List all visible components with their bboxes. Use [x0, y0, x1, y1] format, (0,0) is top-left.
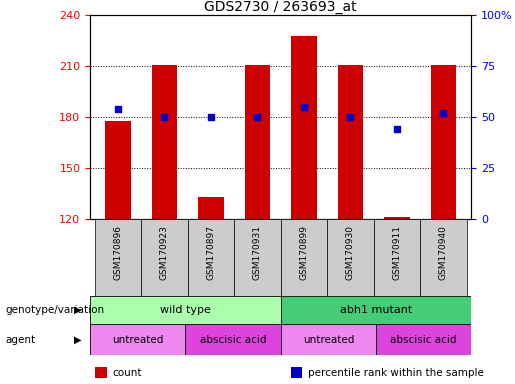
Bar [234, 219, 281, 296]
Bar [420, 219, 467, 296]
Bar [373, 219, 420, 296]
Bar [431, 65, 456, 219]
Text: wild type: wild type [160, 305, 211, 315]
Bar [327, 219, 373, 296]
Bar [105, 121, 131, 219]
Text: GSM170940: GSM170940 [439, 225, 448, 280]
Text: GSM170896: GSM170896 [113, 225, 123, 280]
Bar [141, 219, 188, 296]
Point [439, 110, 448, 116]
Bar [185, 324, 281, 355]
Text: GSM170931: GSM170931 [253, 225, 262, 280]
Text: abscisic acid: abscisic acid [200, 335, 266, 345]
Text: ▶: ▶ [74, 305, 81, 315]
Bar [245, 65, 270, 219]
Text: genotype/variation: genotype/variation [5, 305, 104, 315]
Point [346, 114, 354, 120]
Point [393, 126, 401, 132]
Point [160, 114, 168, 120]
Bar [384, 217, 409, 219]
Point [300, 104, 308, 110]
Bar [152, 65, 177, 219]
Text: agent: agent [5, 335, 35, 345]
Point [253, 114, 262, 120]
Title: GDS2730 / 263693_at: GDS2730 / 263693_at [204, 0, 357, 14]
Point [207, 114, 215, 120]
Bar [281, 324, 376, 355]
Text: GSM170923: GSM170923 [160, 225, 169, 280]
Bar [198, 197, 224, 219]
Text: untreated: untreated [112, 335, 163, 345]
Text: GSM170899: GSM170899 [299, 225, 308, 280]
Text: count: count [113, 368, 142, 378]
Bar [281, 296, 471, 324]
Text: GSM170897: GSM170897 [207, 225, 215, 280]
Point [114, 106, 122, 112]
Text: percentile rank within the sample: percentile rank within the sample [308, 368, 485, 378]
Text: abh1 mutant: abh1 mutant [340, 305, 412, 315]
Bar [291, 36, 317, 219]
Bar [338, 65, 363, 219]
Text: GSM170930: GSM170930 [346, 225, 355, 280]
Text: ▶: ▶ [74, 335, 81, 345]
Bar [95, 219, 141, 296]
Bar [281, 219, 327, 296]
Text: abscisic acid: abscisic acid [390, 335, 457, 345]
Text: untreated: untreated [303, 335, 354, 345]
Bar [90, 324, 185, 355]
Bar [188, 219, 234, 296]
Bar [376, 324, 471, 355]
Bar [90, 296, 281, 324]
Text: GSM170911: GSM170911 [392, 225, 401, 280]
